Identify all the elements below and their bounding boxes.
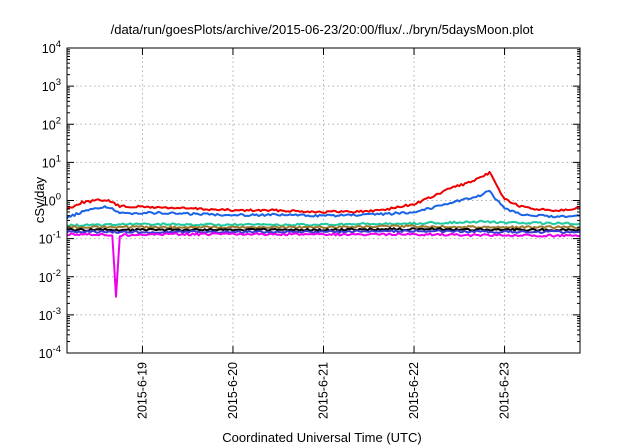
y-tick-label: 104 xyxy=(42,39,61,56)
series-line-2 xyxy=(66,189,581,219)
y-tick-label: 100 xyxy=(42,192,61,209)
y-tick-label: 10-3 xyxy=(39,306,61,323)
y-tick-label: 10-4 xyxy=(39,344,61,361)
y-tick-label: 102 xyxy=(42,115,61,132)
x-tick-label: 2015-6-21 xyxy=(317,362,331,419)
y-tick-exponent: 1 xyxy=(56,153,61,164)
y-tick-base: 10 xyxy=(39,347,53,361)
x-axis-label: Coordinated Universal Time (UTC) xyxy=(222,430,421,445)
x-axis: 2015-6-19 2015-6-20 2015-6-21 2015-6-22 2015… xyxy=(135,48,512,419)
x-tick-label: 2015-6-20 xyxy=(226,362,240,419)
y-tick-exponent: -3 xyxy=(53,306,61,317)
x-tick-label: 2015-6-22 xyxy=(407,362,421,419)
y-tick-base: 10 xyxy=(42,195,56,209)
series-line-5 xyxy=(66,227,581,232)
grid xyxy=(67,48,580,353)
x-tick-label: 2015-6-19 xyxy=(135,362,149,419)
y-tick-exponent: -1 xyxy=(53,230,61,241)
series-line-6 xyxy=(66,228,581,234)
series-group xyxy=(66,170,581,298)
y-tick-label: 10-2 xyxy=(39,268,61,285)
y-tick-exponent: -4 xyxy=(53,344,61,355)
y-tick-exponent: 4 xyxy=(56,39,61,50)
series-line-3 xyxy=(66,219,581,228)
y-tick-exponent: 2 xyxy=(56,115,61,126)
y-tick-exponent: -2 xyxy=(53,268,61,279)
x-tick-label: 2015-6-23 xyxy=(498,362,512,419)
series-line-4 xyxy=(66,224,581,230)
y-tick-base: 10 xyxy=(42,156,56,170)
y-tick-base: 10 xyxy=(42,80,56,94)
y-axis-label: cSv/day xyxy=(32,176,47,223)
y-tick-label: 101 xyxy=(42,153,61,170)
y-tick-exponent: 0 xyxy=(56,192,61,203)
y-tick-label: 103 xyxy=(42,77,61,94)
y-tick-base: 10 xyxy=(39,271,53,285)
y-tick-label: 10-1 xyxy=(39,230,61,247)
y-tick-base: 10 xyxy=(42,118,56,132)
y-tick-base: 10 xyxy=(39,233,53,247)
y-tick-base: 10 xyxy=(42,42,56,56)
y-tick-base: 10 xyxy=(39,309,53,323)
series-line-1 xyxy=(66,170,581,214)
series-line-7 xyxy=(66,232,581,298)
y-tick-exponent: 3 xyxy=(56,77,61,88)
chart-title: /data/run/goesPlots/archive/2015-06-23/2… xyxy=(111,22,534,37)
